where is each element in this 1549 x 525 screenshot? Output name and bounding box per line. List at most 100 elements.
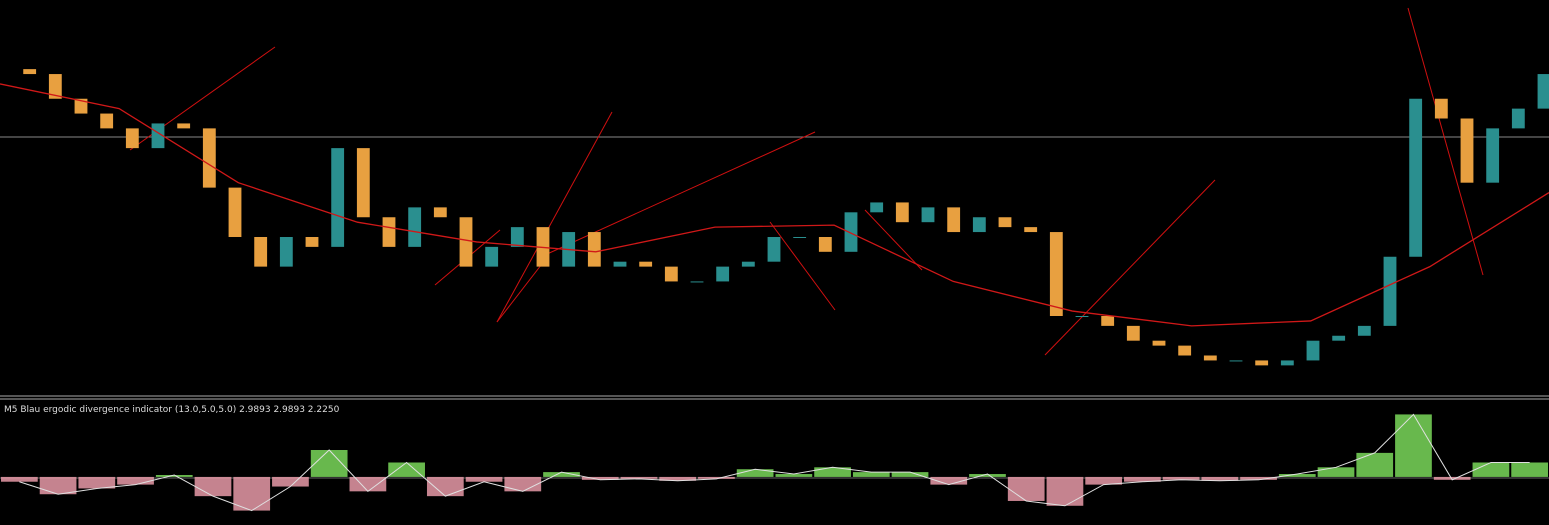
candle [972,217,986,233]
candle [356,148,370,218]
moving-average [0,83,1549,327]
candle [485,246,499,267]
trend-line [864,209,923,271]
histogram-bar [1124,476,1161,482]
candle [1511,108,1525,129]
histogram-bar [272,476,309,487]
candle [690,281,704,283]
candle [48,74,62,99]
candle [510,227,524,247]
histogram-bar [504,476,542,492]
candle [1152,340,1166,346]
candle [1486,128,1500,183]
histogram-bar [1472,462,1510,477]
candle [202,128,216,188]
candle [279,237,293,267]
histogram-bar [155,475,193,477]
trend-line [769,221,836,311]
histogram-bar [1511,462,1548,477]
candle [1434,98,1448,119]
histogram-bar [1317,467,1355,477]
candle [639,261,653,267]
candle [870,202,884,213]
candle [305,237,319,247]
histogram-bar [1240,476,1277,480]
candle [459,217,473,267]
histogram-bar [1433,476,1471,480]
histogram-bar [814,467,851,477]
candle [1024,227,1038,233]
histogram-bar [1278,474,1316,477]
histogram-bar [388,462,425,477]
candle [1229,360,1243,362]
trend-line [1407,7,1484,276]
candle [433,207,447,218]
candle [1383,256,1397,326]
candle [408,207,422,247]
histogram-bar [852,472,890,477]
histogram-bar [543,472,580,477]
candle [1178,345,1192,356]
histogram-bar [465,476,503,482]
histogram-bar [1007,476,1045,501]
histogram-bar [1395,414,1432,477]
candle [228,187,242,237]
candle [613,261,627,267]
trend-line [1044,179,1216,356]
histogram-bar [426,476,464,497]
histogram-bar [891,472,929,477]
histogram-bar [233,476,271,511]
indicator-label: M5 Blau ergodic divergence indicator (13… [4,405,340,415]
histogram-bar [39,476,77,495]
candle [998,217,1012,228]
candle [1460,118,1474,183]
candle [1357,325,1371,336]
histogram-bar [698,476,735,479]
histogram-bar [1046,476,1084,506]
candle [793,237,807,238]
candle [1332,335,1346,341]
candle [664,266,678,282]
candle [741,261,755,267]
candle [1049,232,1063,316]
candle [1537,74,1549,109]
histogram-bar [78,476,116,489]
candle [254,237,268,267]
candle [74,98,88,114]
candle [1255,360,1269,366]
candle [895,202,909,223]
histogram-bar [930,476,968,485]
candle [716,266,730,282]
histogram-bar [736,469,774,477]
candle [331,148,345,247]
histogram-bar [620,476,658,479]
trend-line [496,259,546,323]
histogram-bar [969,474,1006,477]
candle [947,207,961,233]
candle [767,237,781,262]
histogram-bar [581,476,619,480]
histogram-bar [1162,476,1200,480]
histogram-bar [1085,476,1123,485]
candle [844,212,858,252]
histogram-bar [194,476,232,497]
histogram-bar [349,476,387,492]
candle [100,113,114,129]
candle [177,123,191,129]
candle [1075,316,1089,317]
candle [921,207,935,223]
candle [1280,360,1294,366]
signal-line [19,413,1530,512]
candle [1126,325,1140,341]
histogram-bar [1,476,38,482]
candle [587,232,601,267]
candle [125,128,139,149]
candle [1306,340,1320,361]
candle [23,69,37,75]
histogram-bar [1356,452,1394,477]
histogram-bar [659,476,697,481]
histogram-bar [117,476,154,485]
histogram-bar [775,474,813,477]
